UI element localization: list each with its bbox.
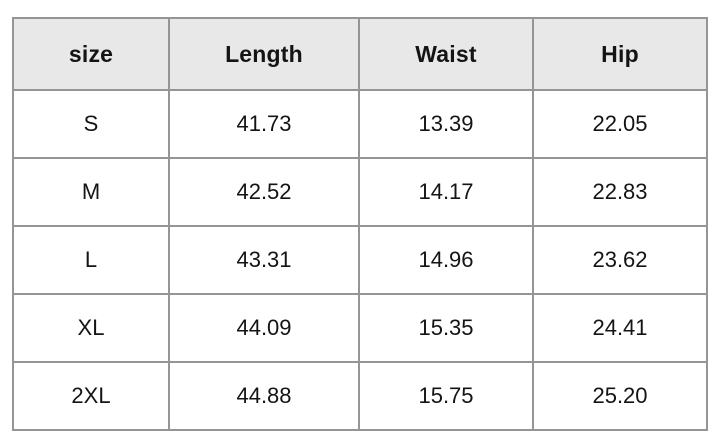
cell-hip: 22.05 [532, 89, 708, 159]
header-cell-size: size [12, 17, 170, 91]
cell-size: S [12, 89, 170, 159]
size-chart-table: size Length Waist Hip S 41.73 13.39 22.0… [12, 17, 708, 431]
cell-waist: 14.17 [358, 157, 534, 227]
size-chart: size Length Waist Hip S 41.73 13.39 22.0… [12, 17, 708, 431]
cell-waist: 15.75 [358, 361, 534, 431]
table-row: L 43.31 14.96 23.62 [12, 225, 708, 295]
cell-waist: 14.96 [358, 225, 534, 295]
cell-length: 42.52 [168, 157, 360, 227]
header-cell-length: Length [168, 17, 360, 91]
cell-length: 43.31 [168, 225, 360, 295]
cell-hip: 23.62 [532, 225, 708, 295]
cell-hip: 25.20 [532, 361, 708, 431]
table-header: size Length Waist Hip [12, 17, 708, 91]
cell-size: XL [12, 293, 170, 363]
header-cell-waist: Waist [358, 17, 534, 91]
table-row: XL 44.09 15.35 24.41 [12, 293, 708, 363]
cell-length: 44.88 [168, 361, 360, 431]
cell-waist: 13.39 [358, 89, 534, 159]
cell-hip: 22.83 [532, 157, 708, 227]
table-body: S 41.73 13.39 22.05 M 42.52 14.17 22.83 … [12, 89, 708, 431]
table-row: S 41.73 13.39 22.05 [12, 89, 708, 159]
header-row: size Length Waist Hip [12, 17, 708, 91]
table-row: M 42.52 14.17 22.83 [12, 157, 708, 227]
cell-size: 2XL [12, 361, 170, 431]
cell-size: M [12, 157, 170, 227]
cell-waist: 15.35 [358, 293, 534, 363]
cell-hip: 24.41 [532, 293, 708, 363]
cell-size: L [12, 225, 170, 295]
cell-length: 44.09 [168, 293, 360, 363]
header-cell-hip: Hip [532, 17, 708, 91]
table-row: 2XL 44.88 15.75 25.20 [12, 361, 708, 431]
cell-length: 41.73 [168, 89, 360, 159]
